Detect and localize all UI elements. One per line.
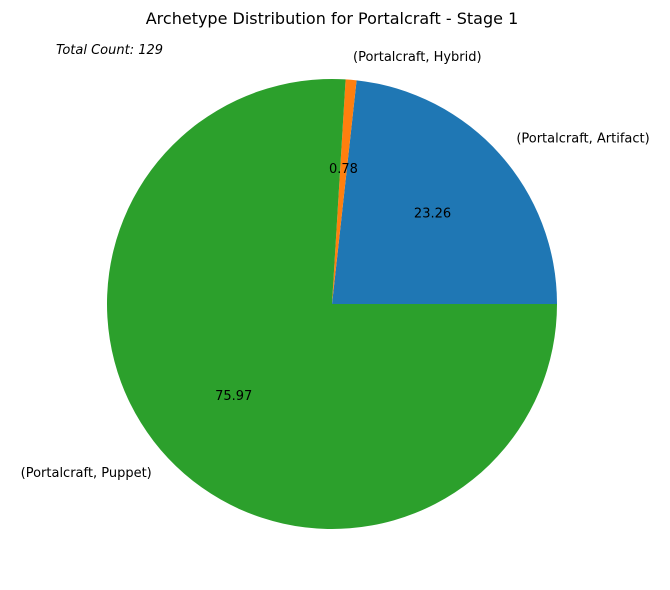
pie-labels: (Portalcraft, Artifact) 23.26 (Portalcraft… xyxy=(21,50,650,481)
pie-slice-1 xyxy=(332,79,357,304)
slice-label-0: (Portalcraft, Artifact) xyxy=(516,131,649,146)
pie-slice-0 xyxy=(332,80,557,304)
slice-pct-label-0: 23.26 xyxy=(414,206,451,221)
slice-pct-label-1: 0.78 xyxy=(329,162,358,177)
slice-label-2: (Portalcraft, Puppet) xyxy=(21,466,152,481)
pie-slices xyxy=(107,79,557,530)
total-count-annotation: Total Count: 129 xyxy=(56,43,163,58)
chart-title: Archetype Distribution for Portalcraft -… xyxy=(146,9,519,28)
pie-slice-2 xyxy=(107,79,557,530)
slice-label-1: (Portalcraft, Hybrid) xyxy=(353,50,482,65)
slice-pct-label-2: 75.97 xyxy=(215,389,252,404)
